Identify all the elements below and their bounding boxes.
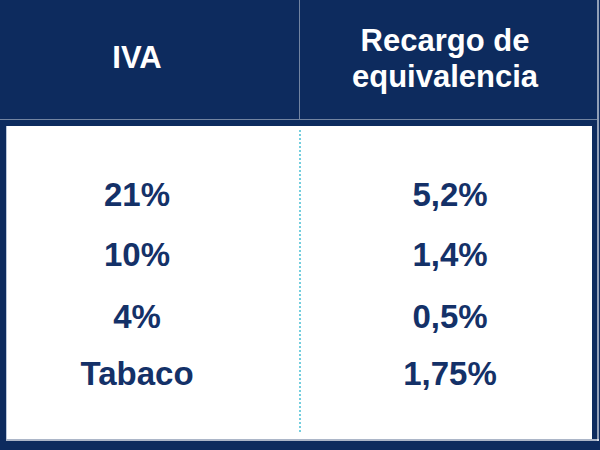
header-bottom-border	[0, 119, 597, 120]
iva-recargo-table: IVA Recargo de equivalencia 21% 10% 4% T…	[0, 0, 600, 450]
cell-recargo-52: 5,2%	[300, 175, 600, 215]
cell-iva-10: 10%	[0, 235, 274, 275]
cell-iva-tabaco: Tabaco	[0, 354, 274, 394]
cell-iva-4: 4%	[0, 297, 274, 337]
header-column-divider	[299, 0, 300, 119]
cell-recargo-14: 1,4%	[300, 235, 600, 275]
header-iva: IVA	[0, 40, 274, 76]
outer-border-bottom	[6, 439, 599, 441]
cell-recargo-175: 1,75%	[300, 354, 600, 394]
header-recargo: Recargo de equivalencia	[325, 23, 565, 95]
cell-iva-21: 21%	[0, 175, 274, 215]
cell-recargo-05: 0,5%	[300, 297, 600, 337]
